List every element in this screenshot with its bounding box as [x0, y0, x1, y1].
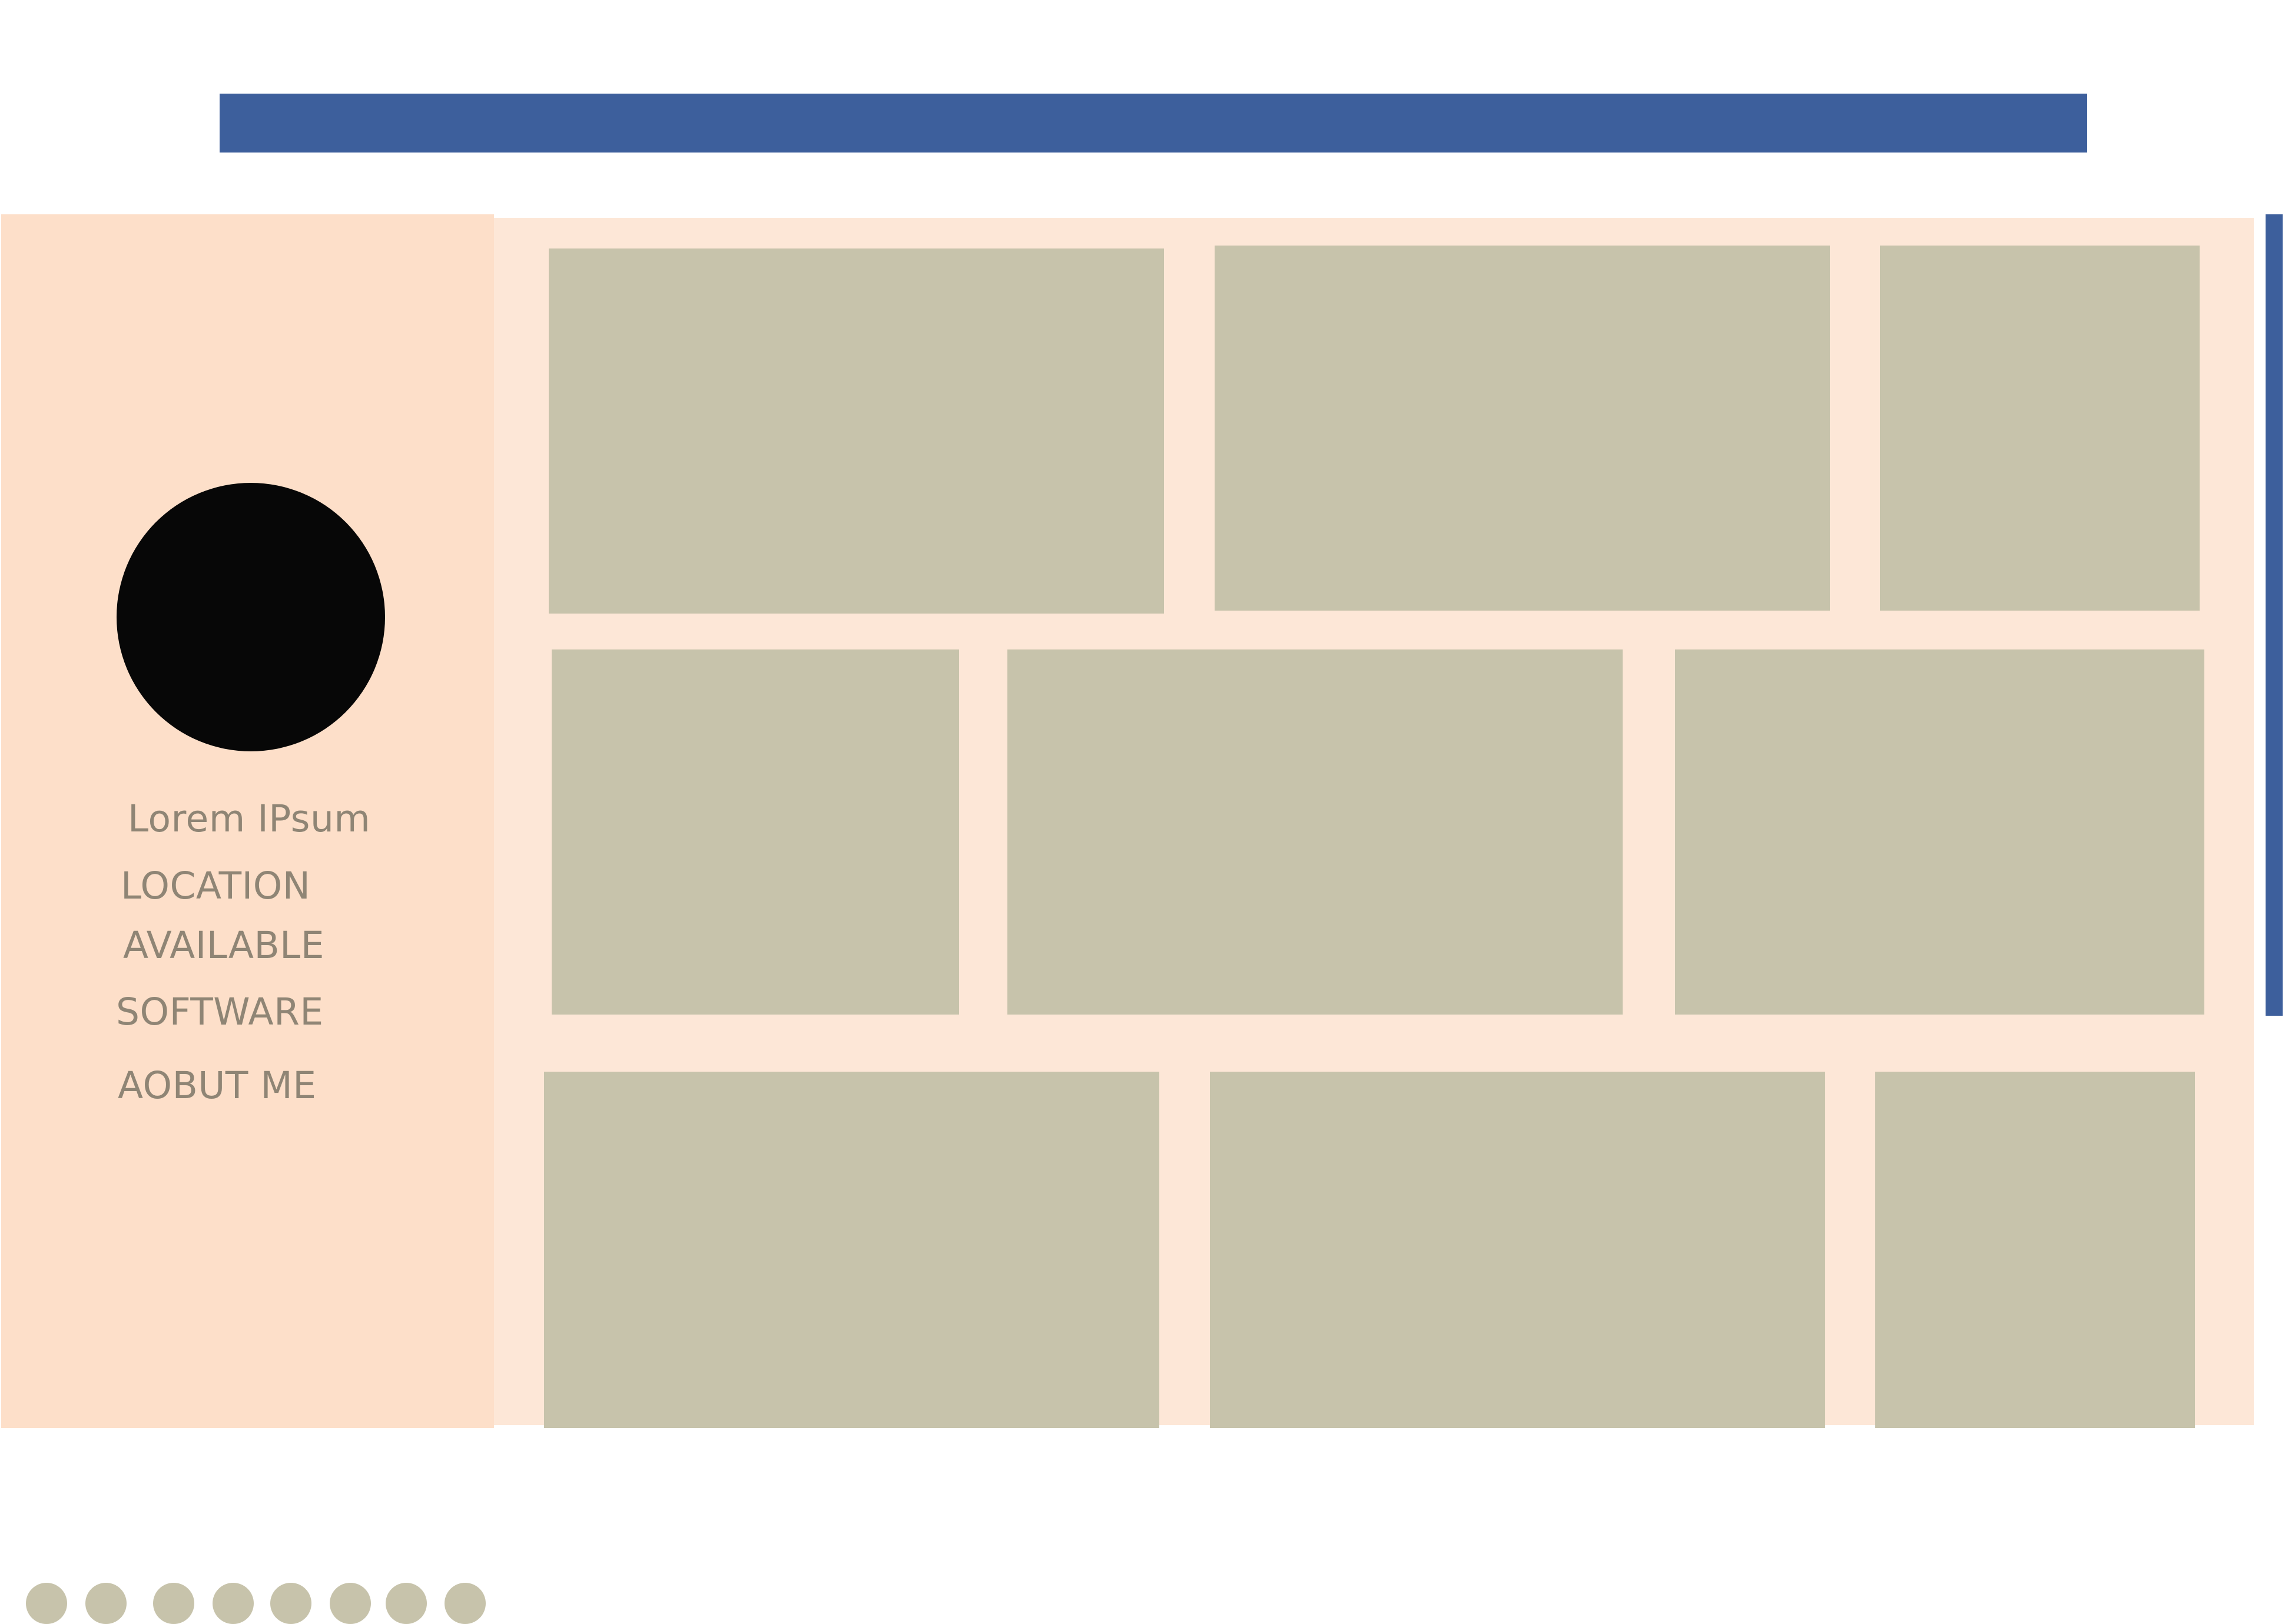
header-bar — [220, 94, 2087, 153]
social-icon[interactable] — [85, 1583, 127, 1624]
sidebar-item-available[interactable]: AVAILABLE — [123, 924, 325, 967]
gallery-tile[interactable] — [544, 1072, 1159, 1428]
social-icon[interactable] — [270, 1583, 311, 1624]
sidebar-item-location[interactable]: LOCATION — [121, 864, 311, 907]
social-icon[interactable] — [153, 1583, 194, 1624]
gallery-tile[interactable] — [1215, 246, 1830, 611]
social-icon[interactable] — [330, 1583, 371, 1624]
gallery-tile[interactable] — [1875, 1072, 2195, 1428]
social-icon[interactable] — [445, 1583, 486, 1624]
scrollbar[interactable] — [2266, 214, 2283, 1016]
social-icon[interactable] — [26, 1583, 67, 1624]
gallery-grid — [494, 218, 2254, 1428]
social-icon[interactable] — [386, 1583, 427, 1624]
gallery-tile[interactable] — [1880, 246, 2200, 611]
gallery-tile[interactable] — [1007, 649, 1623, 1015]
sidebar-item-about-me[interactable]: AOBUT ME — [118, 1064, 317, 1107]
sidebar-item-software[interactable]: SOFTWARE — [116, 990, 324, 1033]
gallery-tile[interactable] — [1675, 649, 2204, 1015]
gallery-tile[interactable] — [552, 649, 959, 1015]
profile-sidebar: Lorem IPsum LOCATION AVAILABLE SOFTWARE … — [1, 214, 494, 1624]
avatar — [117, 483, 385, 751]
gallery-tile[interactable] — [1210, 1072, 1825, 1428]
profile-name: Lorem IPsum — [128, 797, 371, 840]
gallery-tile[interactable] — [549, 248, 1164, 614]
social-icons — [26, 1583, 491, 1624]
social-icon[interactable] — [213, 1583, 254, 1624]
